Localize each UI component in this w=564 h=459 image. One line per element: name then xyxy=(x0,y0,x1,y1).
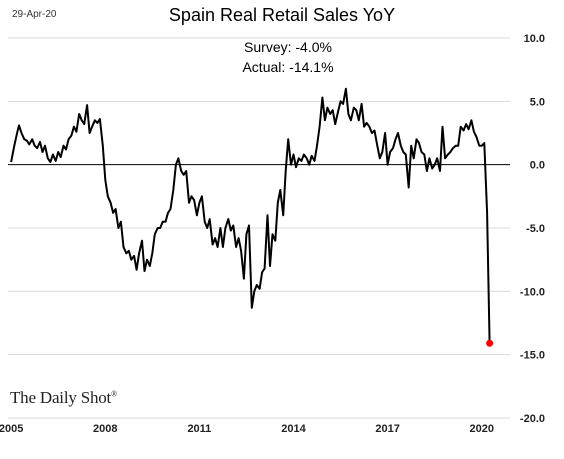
actual-annotation: Actual: -14.1% xyxy=(242,59,333,75)
x-tick-label: 2005 xyxy=(0,423,23,435)
y-tick-label: -15.0 xyxy=(520,350,545,362)
y-tick-label: 5.0 xyxy=(530,96,545,108)
y-tick-label: -20.0 xyxy=(520,413,545,425)
y-tick-label: 0.0 xyxy=(530,160,545,172)
x-tick-label: 2014 xyxy=(281,423,306,435)
brand-text: The Daily Shot xyxy=(10,388,112,407)
x-tick-label: 2020 xyxy=(470,423,494,435)
brand-mark: ® xyxy=(111,389,117,399)
latest-point-marker xyxy=(486,339,494,347)
survey-annotation: Survey: -4.0% xyxy=(244,39,332,55)
x-tick-label: 2008 xyxy=(93,423,117,435)
chart-title: Spain Real Retail Sales YoY xyxy=(169,5,395,25)
date-stamp: 29-Apr-20 xyxy=(12,9,57,20)
brand-logo: The Daily Shot® xyxy=(10,388,117,408)
y-tick-label: -10.0 xyxy=(520,286,545,298)
series-layer xyxy=(10,87,494,347)
x-tick-label: 2011 xyxy=(187,423,211,435)
x-tick-label: 2017 xyxy=(375,423,399,435)
grid-layer xyxy=(8,37,510,419)
axis-layer: 10.0 5.0 0.0 -5.0 -10.0 -15.0 -20.0 2005 2008 201… xyxy=(0,33,545,435)
y-tick-label: -5.0 xyxy=(526,223,545,235)
series-line xyxy=(10,87,491,344)
y-tick-label: 10.0 xyxy=(524,33,545,45)
